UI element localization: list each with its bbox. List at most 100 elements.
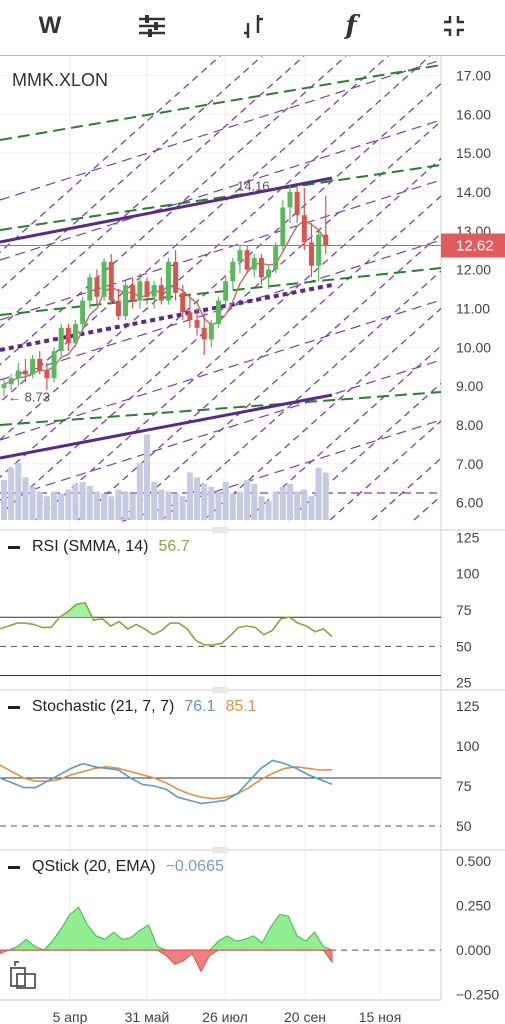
volume-bar [222, 482, 229, 520]
fan-green-line [0, 391, 441, 426]
fan-line [0, 82, 441, 479]
collapse-button[interactable] [430, 6, 478, 46]
candle-body [73, 323, 78, 344]
candle-body [201, 327, 207, 340]
formula-button[interactable]: f [345, 11, 357, 41]
volume-bar [322, 472, 329, 520]
fan-line [0, 56, 305, 329]
fan-line [119, 232, 441, 521]
fan-line [0, 56, 347, 366]
candle-body [323, 234, 329, 246]
fan-line [0, 56, 221, 254]
price-tick-label: 9.00 [456, 378, 483, 394]
time-tick-label: 26 июл [202, 1009, 248, 1024]
volume-bar [93, 491, 100, 520]
rsi-tick-label: 100 [456, 566, 480, 582]
fan-line [456, 56, 505, 520]
candle-body [1, 384, 7, 389]
stochastic-label: Stochastic (21, 7, 7) [32, 698, 175, 715]
candle-body [187, 312, 193, 321]
collapse-icon [444, 16, 464, 36]
candle-body [87, 277, 93, 301]
candle-body [151, 285, 157, 297]
legend-dash-icon [8, 545, 20, 549]
last-price-label: 12.62 [456, 238, 494, 255]
qstick-positive-area [0, 906, 333, 951]
fan-line [371, 457, 441, 521]
candle-body [108, 261, 114, 301]
fan-line [0, 56, 389, 404]
channel-mid-line [0, 283, 333, 352]
candle-body [316, 234, 322, 266]
candle-body [266, 269, 272, 278]
candle-body [65, 327, 71, 344]
volume-bar [165, 491, 172, 520]
candle-body [258, 257, 264, 278]
volume-bar [22, 477, 29, 520]
fan-line [77, 195, 441, 521]
candle-body [244, 250, 250, 270]
pane-resize-handle [212, 527, 228, 533]
candle-body [280, 207, 286, 247]
stochastic-tick-label: 50 [456, 818, 472, 834]
price-tick-label: 17.00 [456, 67, 491, 83]
candle-body [273, 246, 279, 270]
fan-line [0, 299, 441, 441]
volume-bar [179, 496, 186, 520]
volume-bar [58, 493, 65, 520]
price-tick-label: 7.00 [456, 456, 483, 472]
candle-body [130, 285, 136, 301]
fan-green-line [0, 164, 441, 231]
timeframe-button[interactable]: W [38, 12, 62, 39]
candle-body [301, 215, 307, 243]
volume-bar [36, 491, 43, 520]
price-tick-label: 14.00 [456, 184, 491, 200]
volume-bar [301, 489, 308, 520]
volume-bar [258, 496, 265, 520]
candle-body [223, 281, 229, 301]
volume-bar [315, 467, 322, 520]
volume-bar [29, 486, 36, 520]
candle-body [165, 261, 171, 301]
chart-type-button[interactable] [230, 6, 278, 46]
qstick-tick-label: 0.000 [456, 942, 491, 958]
sliders-icon [139, 15, 165, 37]
stochastic-d-line [0, 764, 333, 800]
volume-bar [1, 480, 7, 520]
time-tick-label: 5 апр [53, 1009, 88, 1024]
volume-bar [208, 486, 215, 520]
volume-bar [308, 496, 315, 520]
pane-resize-handle [212, 847, 228, 853]
volume-bar [236, 491, 243, 520]
candle-body [173, 261, 179, 293]
price-tick-label: 11.00 [456, 300, 490, 316]
volume-bar [201, 483, 208, 520]
rsi-tick-label: 50 [456, 638, 472, 654]
rsi-tick-label: 125 [456, 529, 480, 545]
moving-average-line [3, 219, 327, 385]
candle-body [287, 191, 293, 208]
fan-line [0, 56, 431, 441]
rsi-legend: RSI (SMMA, 14) 56.7 [8, 538, 190, 556]
volume-bar [244, 480, 251, 520]
candle-body [144, 281, 150, 297]
volume-bar [129, 493, 136, 520]
volume-bar [136, 463, 143, 520]
fan-green-line [0, 267, 441, 316]
volume-bar [72, 483, 79, 520]
price-tick-label: 15.00 [456, 145, 491, 161]
legend-dash-icon [8, 865, 20, 869]
qstick-tick-label: 0.250 [456, 897, 491, 913]
candle-body [22, 370, 28, 375]
volume-bar [108, 496, 115, 520]
candle-body [158, 285, 164, 301]
qstick-negative-area [0, 949, 333, 973]
indicators-button[interactable] [128, 6, 176, 46]
volume-bar [43, 496, 50, 520]
pane-resize-handle [212, 687, 228, 693]
screenshot-button[interactable] [8, 960, 40, 992]
qstick-label: QStick (20, EMA) [32, 858, 156, 875]
candle-body [208, 323, 214, 340]
candle-body [137, 281, 143, 301]
